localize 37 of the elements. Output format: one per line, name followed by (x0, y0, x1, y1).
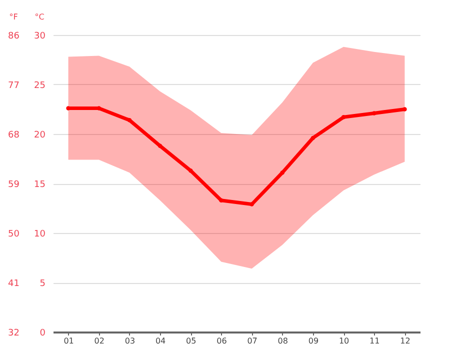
y-tick-label: 50 (8, 230, 20, 240)
x-tick-label: 08 (278, 336, 288, 346)
x-tick-label: 06 (216, 336, 227, 346)
y2-tick-label: 30 (34, 32, 46, 42)
y-tick-label: 77 (8, 81, 20, 91)
x-tick-label: 07 (247, 336, 258, 346)
point (310, 136, 316, 140)
x-tick-label: 11 (370, 336, 380, 346)
y2-tick-label: 20 (34, 130, 46, 140)
point (219, 198, 224, 202)
x-tick-label: 10 (338, 336, 350, 346)
y2-tick-label: 5 (40, 279, 46, 289)
y2-tick-label: 15 (34, 180, 46, 190)
point (158, 144, 162, 148)
point (280, 170, 284, 175)
x-tick-label: 05 (186, 336, 196, 346)
y2-tick-label: 0 (40, 328, 46, 338)
y-tick-label: 32 (8, 328, 20, 338)
point (250, 202, 254, 206)
y2-axis-title: °C (34, 12, 45, 22)
x-tick-label: 09 (308, 336, 319, 346)
x-tick-label: 02 (94, 336, 104, 346)
point (127, 118, 132, 122)
y2-tick-label: 25 (34, 81, 46, 91)
point (372, 111, 376, 116)
x-tick-label: 01 (64, 336, 74, 346)
y-axis-title: °F (9, 12, 18, 22)
x-tick-label: 04 (155, 336, 166, 346)
y-tick-label: 59 (8, 180, 20, 190)
y-tick-label: 68 (8, 130, 20, 140)
y-tick-label: 41 (8, 279, 20, 289)
y-tick-label: 86 (8, 32, 20, 42)
x-tick-label: 03 (124, 336, 136, 346)
y2-tick-label: 10 (34, 230, 46, 240)
x-tick-label: 12 (400, 336, 410, 346)
point (402, 107, 407, 112)
point (188, 168, 193, 173)
